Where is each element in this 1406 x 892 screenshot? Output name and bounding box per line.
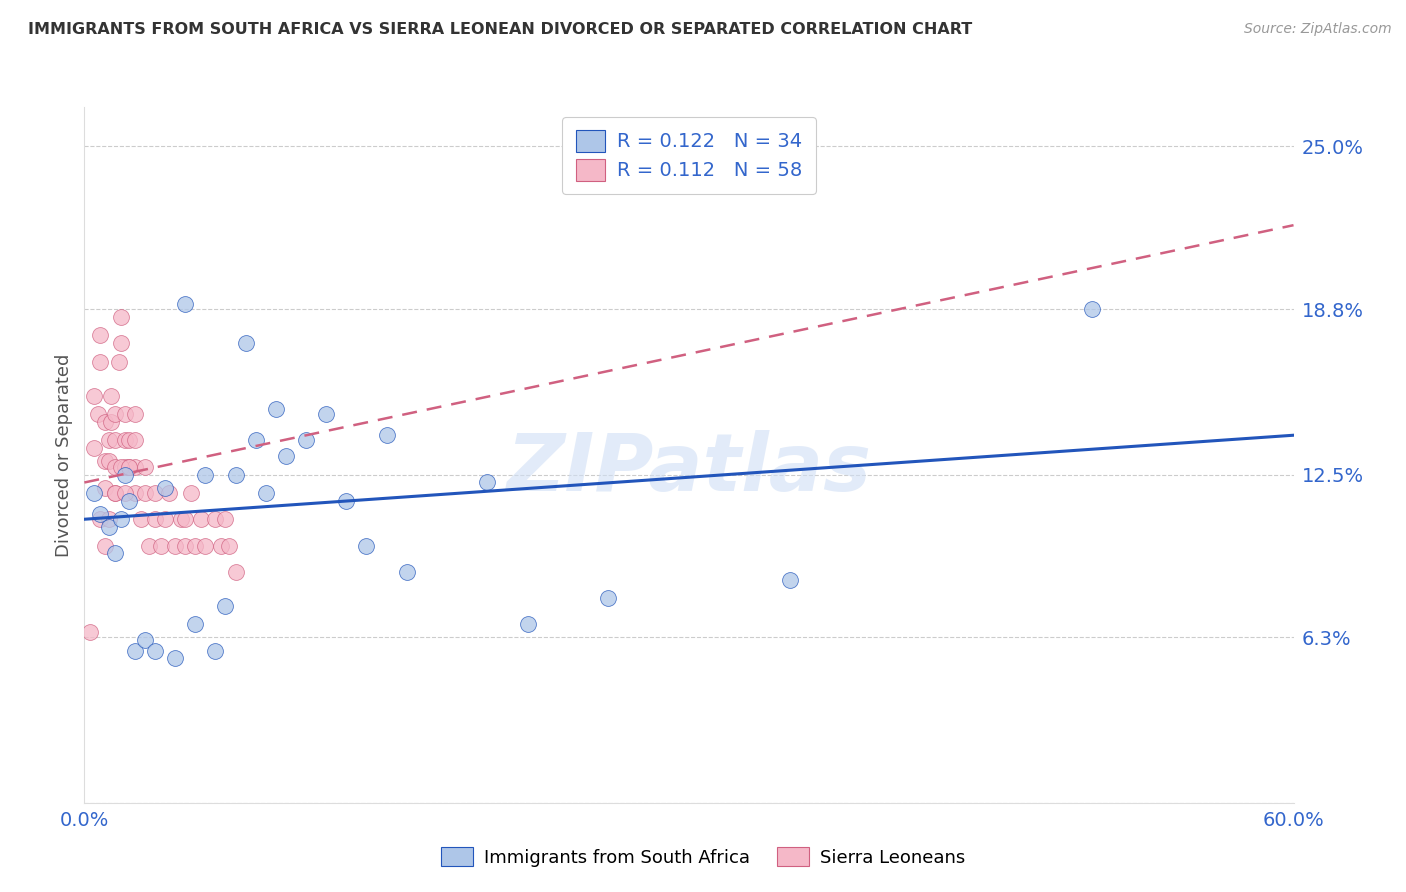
- Point: [93, 415, 115, 429]
- Point: [165, 539, 187, 553]
- Point: [118, 434, 141, 448]
- Text: IMMIGRANTS FROM SOUTH AFRICA VS SIERRA LEONEAN DIVORCED OR SEPARATED CORRELATION: IMMIGRANTS FROM SOUTH AFRICA VS SIERRA L…: [28, 22, 973, 37]
- Point: [254, 486, 277, 500]
- Point: [129, 512, 152, 526]
- Point: [174, 539, 197, 553]
- Point: [214, 599, 236, 613]
- Point: [375, 428, 398, 442]
- Point: [104, 459, 127, 474]
- Point: [104, 434, 127, 448]
- Point: [124, 459, 146, 474]
- Point: [100, 415, 122, 429]
- Point: [153, 481, 176, 495]
- Point: [97, 520, 120, 534]
- Point: [89, 512, 111, 526]
- Point: [100, 389, 122, 403]
- Point: [104, 407, 127, 421]
- Point: [83, 389, 105, 403]
- Point: [124, 434, 146, 448]
- Point: [274, 449, 297, 463]
- Point: [295, 434, 318, 448]
- Point: [107, 355, 129, 369]
- Point: [114, 434, 136, 448]
- Point: [124, 486, 146, 500]
- Point: [477, 475, 499, 490]
- Point: [335, 494, 357, 508]
- Point: [89, 355, 111, 369]
- Point: [104, 546, 127, 560]
- Point: [184, 617, 207, 632]
- Point: [114, 407, 136, 421]
- Point: [114, 459, 136, 474]
- Point: [174, 297, 197, 311]
- Point: [110, 336, 132, 351]
- Point: [204, 512, 226, 526]
- Point: [89, 328, 111, 343]
- Point: [516, 617, 538, 632]
- Point: [110, 459, 132, 474]
- Point: [235, 336, 257, 351]
- Point: [124, 643, 146, 657]
- Point: [134, 459, 156, 474]
- Point: [218, 539, 240, 553]
- Point: [225, 565, 247, 579]
- Point: [170, 512, 193, 526]
- Point: [153, 512, 176, 526]
- Point: [83, 442, 105, 456]
- Point: [190, 512, 212, 526]
- Point: [264, 401, 287, 416]
- Point: [143, 643, 166, 657]
- Point: [87, 407, 110, 421]
- Point: [104, 486, 127, 500]
- Point: [110, 310, 132, 324]
- Point: [395, 565, 418, 579]
- Point: [165, 651, 187, 665]
- Point: [134, 633, 156, 648]
- Point: [138, 539, 160, 553]
- Point: [315, 407, 337, 421]
- Text: ZIPatlas: ZIPatlas: [506, 430, 872, 508]
- Point: [93, 481, 115, 495]
- Point: [204, 643, 226, 657]
- Point: [143, 512, 166, 526]
- Point: [1081, 302, 1104, 317]
- Point: [79, 625, 101, 640]
- Point: [209, 539, 232, 553]
- Point: [118, 459, 141, 474]
- Point: [143, 486, 166, 500]
- Point: [184, 539, 207, 553]
- Point: [114, 486, 136, 500]
- Point: [104, 486, 127, 500]
- Point: [97, 454, 120, 468]
- Y-axis label: Divorced or Separated: Divorced or Separated: [55, 353, 73, 557]
- Point: [89, 507, 111, 521]
- Point: [124, 407, 146, 421]
- Point: [214, 512, 236, 526]
- Legend: Immigrants from South Africa, Sierra Leoneans: Immigrants from South Africa, Sierra Leo…: [433, 840, 973, 874]
- Point: [97, 512, 120, 526]
- Point: [180, 486, 202, 500]
- Point: [149, 539, 172, 553]
- Point: [194, 539, 217, 553]
- Point: [157, 486, 180, 500]
- Text: Source: ZipAtlas.com: Source: ZipAtlas.com: [1244, 22, 1392, 37]
- Point: [134, 486, 156, 500]
- Point: [225, 467, 247, 482]
- Point: [174, 512, 197, 526]
- Point: [93, 454, 115, 468]
- Point: [194, 467, 217, 482]
- Point: [97, 434, 120, 448]
- Point: [110, 512, 132, 526]
- Legend: R = 0.122   N = 34, R = 0.112   N = 58: R = 0.122 N = 34, R = 0.112 N = 58: [562, 117, 815, 194]
- Point: [245, 434, 267, 448]
- Point: [118, 459, 141, 474]
- Point: [356, 539, 378, 553]
- Point: [118, 494, 141, 508]
- Point: [114, 467, 136, 482]
- Point: [93, 539, 115, 553]
- Point: [598, 591, 620, 605]
- Point: [779, 573, 801, 587]
- Point: [83, 486, 105, 500]
